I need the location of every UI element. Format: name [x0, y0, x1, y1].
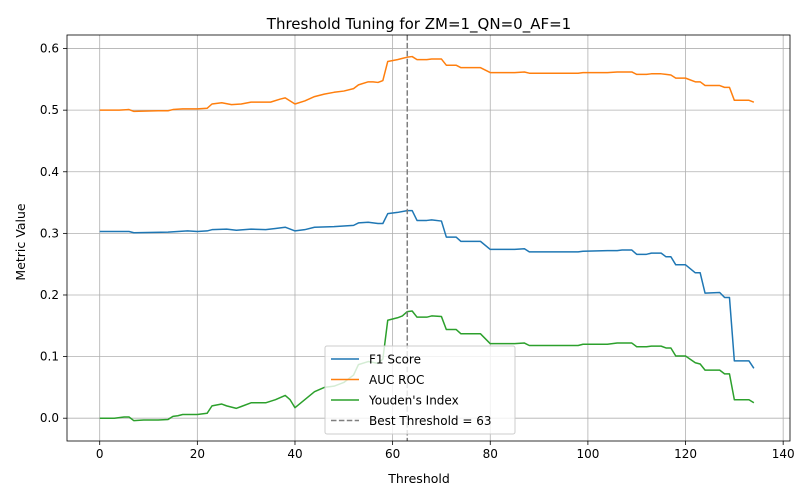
series-line-f1-score	[99, 209, 755, 369]
y-axis-label: Metric Value	[13, 203, 28, 280]
y-tick-label: 0.5	[40, 103, 59, 117]
plot-frame	[66, 34, 791, 442]
y-tick-label: 0.1	[40, 350, 59, 364]
y-tick-label: 0.6	[40, 42, 59, 56]
x-tick-label: 60	[385, 447, 400, 461]
x-tick-label: 80	[483, 447, 498, 461]
series-line-youden-s-index	[99, 310, 755, 422]
y-tick-label: 0.0	[40, 411, 59, 425]
x-tick-label: 100	[576, 447, 599, 461]
legend-label: AUC ROC	[369, 373, 424, 387]
legend-label: Youden's Index	[368, 394, 459, 408]
x-axis-label: Threshold	[387, 471, 450, 486]
y-tick-label: 0.2	[40, 288, 59, 302]
x-tick-label: 120	[674, 447, 697, 461]
chart-title: Threshold Tuning for ZM=1_QN=0_AF=1	[266, 15, 571, 34]
y-tick-label: 0.4	[40, 165, 59, 179]
plot-area	[99, 35, 755, 441]
legend-label: Best Threshold = 63	[369, 414, 491, 428]
legend: F1 Score AUC ROC Youden's Index Best Thresh…	[324, 345, 516, 435]
x-tick-label: 20	[190, 447, 205, 461]
x-tick-label: 140	[772, 447, 795, 461]
x-tick-label: 0	[96, 447, 104, 461]
y-tick-label: 0.3	[40, 226, 59, 240]
axes: 0 20 40 60 80 100 120 140 0.0 0.1 0.2 0.3 0.4 0.5 0.6	[40, 34, 795, 461]
legend-label: F1 Score	[369, 353, 421, 367]
legend-box	[324, 345, 516, 435]
x-tick-label: 40	[287, 447, 302, 461]
series-line-auc-roc	[99, 55, 755, 113]
